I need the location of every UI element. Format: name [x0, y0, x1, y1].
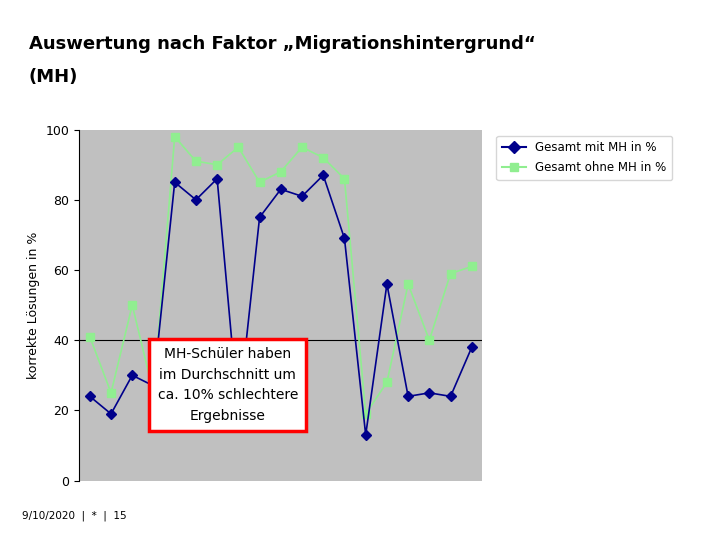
- Text: 9/10/2020  |  *  |  15: 9/10/2020 | * | 15: [22, 510, 126, 521]
- Legend: Gesamt mit MH in %, Gesamt ohne MH in %: Gesamt mit MH in %, Gesamt ohne MH in %: [496, 136, 672, 180]
- Y-axis label: korrekte Lösungen in %: korrekte Lösungen in %: [27, 232, 40, 379]
- Text: Auswertung nach Faktor „Migrationshintergrund“: Auswertung nach Faktor „Migrationshinter…: [29, 35, 536, 53]
- Text: MH-Schüler haben
im Durchschnitt um
ca. 10% schlechtere
Ergebnisse: MH-Schüler haben im Durchschnitt um ca. …: [158, 347, 298, 423]
- Text: (MH): (MH): [29, 68, 78, 85]
